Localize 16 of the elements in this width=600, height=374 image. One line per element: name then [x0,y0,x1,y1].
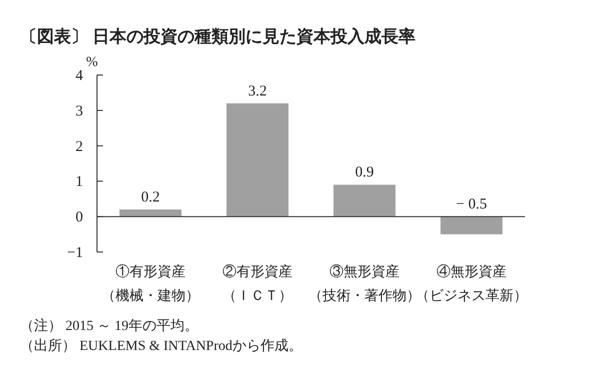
ytick: 3 [76,103,83,120]
ytick: 0 [76,210,83,226]
ylabel: % [86,55,98,70]
data-label: 3.2 [248,83,267,100]
annotation: （出所） EUKLEMS & INTANProdから作成。 [20,339,302,354]
title: 〔図表〕 日本の投資の種類別に見た資本投入成長率 [20,27,416,46]
data-label: − 0.5 [456,196,487,213]
xtick: ②有形資産（ＩＣＴ） [222,265,292,304]
data-label: 0.2 [141,190,160,206]
ytick: 2 [76,138,83,155]
xtick: ①有形資産（機械・建物） [102,265,200,304]
annotation: （注） 2015 ～ 19年の平均。 [20,319,198,334]
ytick: −1 [67,245,83,261]
ytick: 1 [76,174,83,190]
data-label: 0.9 [355,164,374,181]
ytick: 4 [76,68,83,84]
